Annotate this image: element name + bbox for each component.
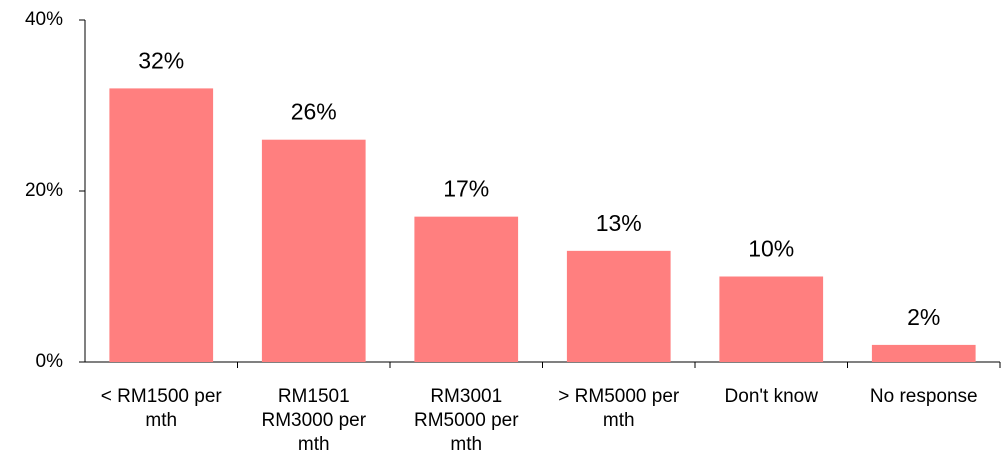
y-tick-label: 20%: [25, 180, 63, 201]
bar: [871, 344, 976, 362]
x-tick-label: > RM5000 per mth: [558, 386, 680, 431]
value-label: 2%: [907, 304, 940, 330]
value-label: 17%: [443, 176, 489, 202]
y-tick-label: 40%: [25, 9, 63, 30]
bar: [719, 276, 824, 362]
bar: [261, 139, 366, 362]
value-label: 32%: [138, 47, 184, 73]
value-label: 10%: [748, 236, 794, 262]
x-tick-label: Don't know: [725, 386, 819, 407]
x-tick-label: < RM1500 per mth: [101, 386, 223, 431]
bar: [109, 88, 214, 363]
bar: [566, 250, 671, 362]
bar: [414, 216, 519, 362]
value-label: 13%: [596, 210, 642, 236]
x-tick-label: RM1501 RM3000 per mth: [261, 386, 366, 455]
x-tick-label: No response: [870, 386, 978, 407]
x-tick-label: RM3001 RM5000 per mth: [414, 386, 519, 455]
y-tick-label: 0%: [36, 351, 64, 372]
value-label: 26%: [291, 99, 337, 125]
